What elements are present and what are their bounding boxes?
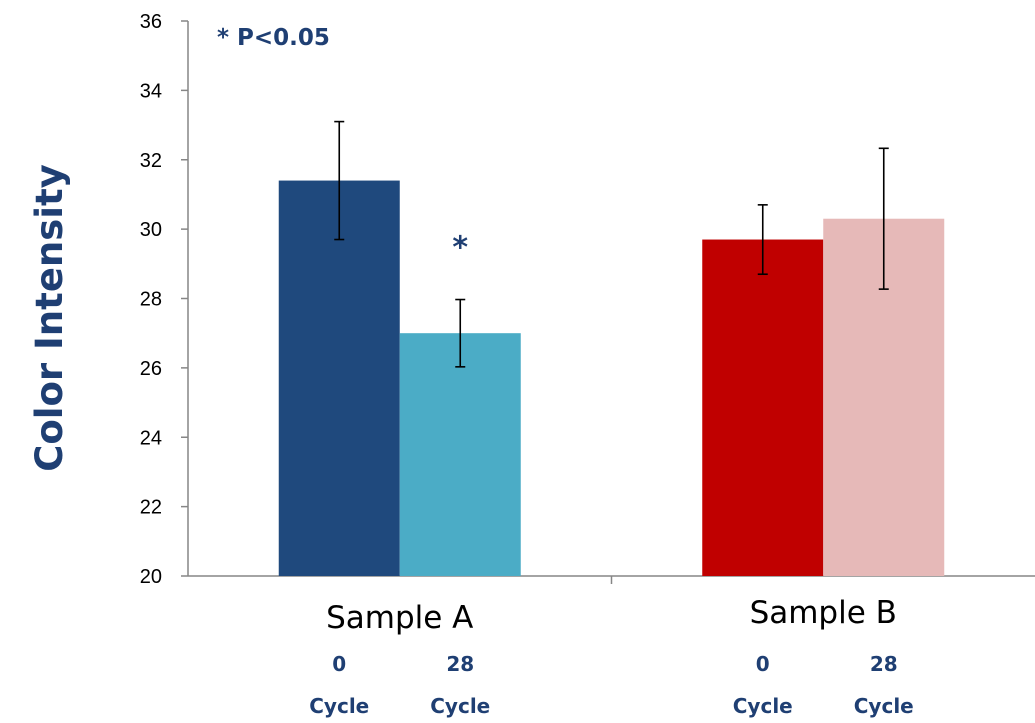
bar xyxy=(702,239,824,576)
y-tick-label: 36 xyxy=(140,11,162,33)
y-tick-label: 32 xyxy=(140,150,162,172)
y-tick-label: 26 xyxy=(140,358,162,380)
y-tick-label: 34 xyxy=(140,80,162,102)
bar-sub-label-line: 0 xyxy=(332,652,346,676)
bar-sub-label-line: Cycle xyxy=(733,694,793,718)
labels: 0 Cycle * 28 Cycle Sample A 0 Cycle 28 Cycle Sampl… xyxy=(309,231,914,718)
group-label: Sample A xyxy=(326,600,473,636)
significance-note: * P<0.05 xyxy=(217,25,330,51)
bar-sub-label: 0 Cycle xyxy=(733,652,793,718)
group-label: Sample B xyxy=(750,595,897,631)
y-tick-label: 24 xyxy=(140,427,162,449)
bar-sub-label: 28 Cycle xyxy=(430,652,490,718)
y-tick-label: 28 xyxy=(140,289,162,311)
y-axis-title: Color Intensity xyxy=(28,164,71,472)
bar-sub-label-line: Cycle xyxy=(430,694,490,718)
bar-sub-label: 28 Cycle xyxy=(854,652,914,718)
bar-sub-label-line: 28 xyxy=(870,652,898,676)
bar-sub-label-line: 0 xyxy=(756,652,770,676)
bar xyxy=(399,333,521,576)
bar-sub-label-line: 28 xyxy=(446,652,474,676)
bar-sub-label-line: Cycle xyxy=(309,694,369,718)
bars xyxy=(278,120,945,576)
y-tick-label: 22 xyxy=(140,497,162,519)
bar-sub-label: 0 Cycle xyxy=(309,652,369,718)
y-tick-label: 30 xyxy=(140,219,162,241)
y-tick-label: 20 xyxy=(140,566,162,588)
significance-marker: * xyxy=(452,231,468,266)
bar xyxy=(278,180,400,576)
bar-sub-label-line: Cycle xyxy=(854,694,914,718)
